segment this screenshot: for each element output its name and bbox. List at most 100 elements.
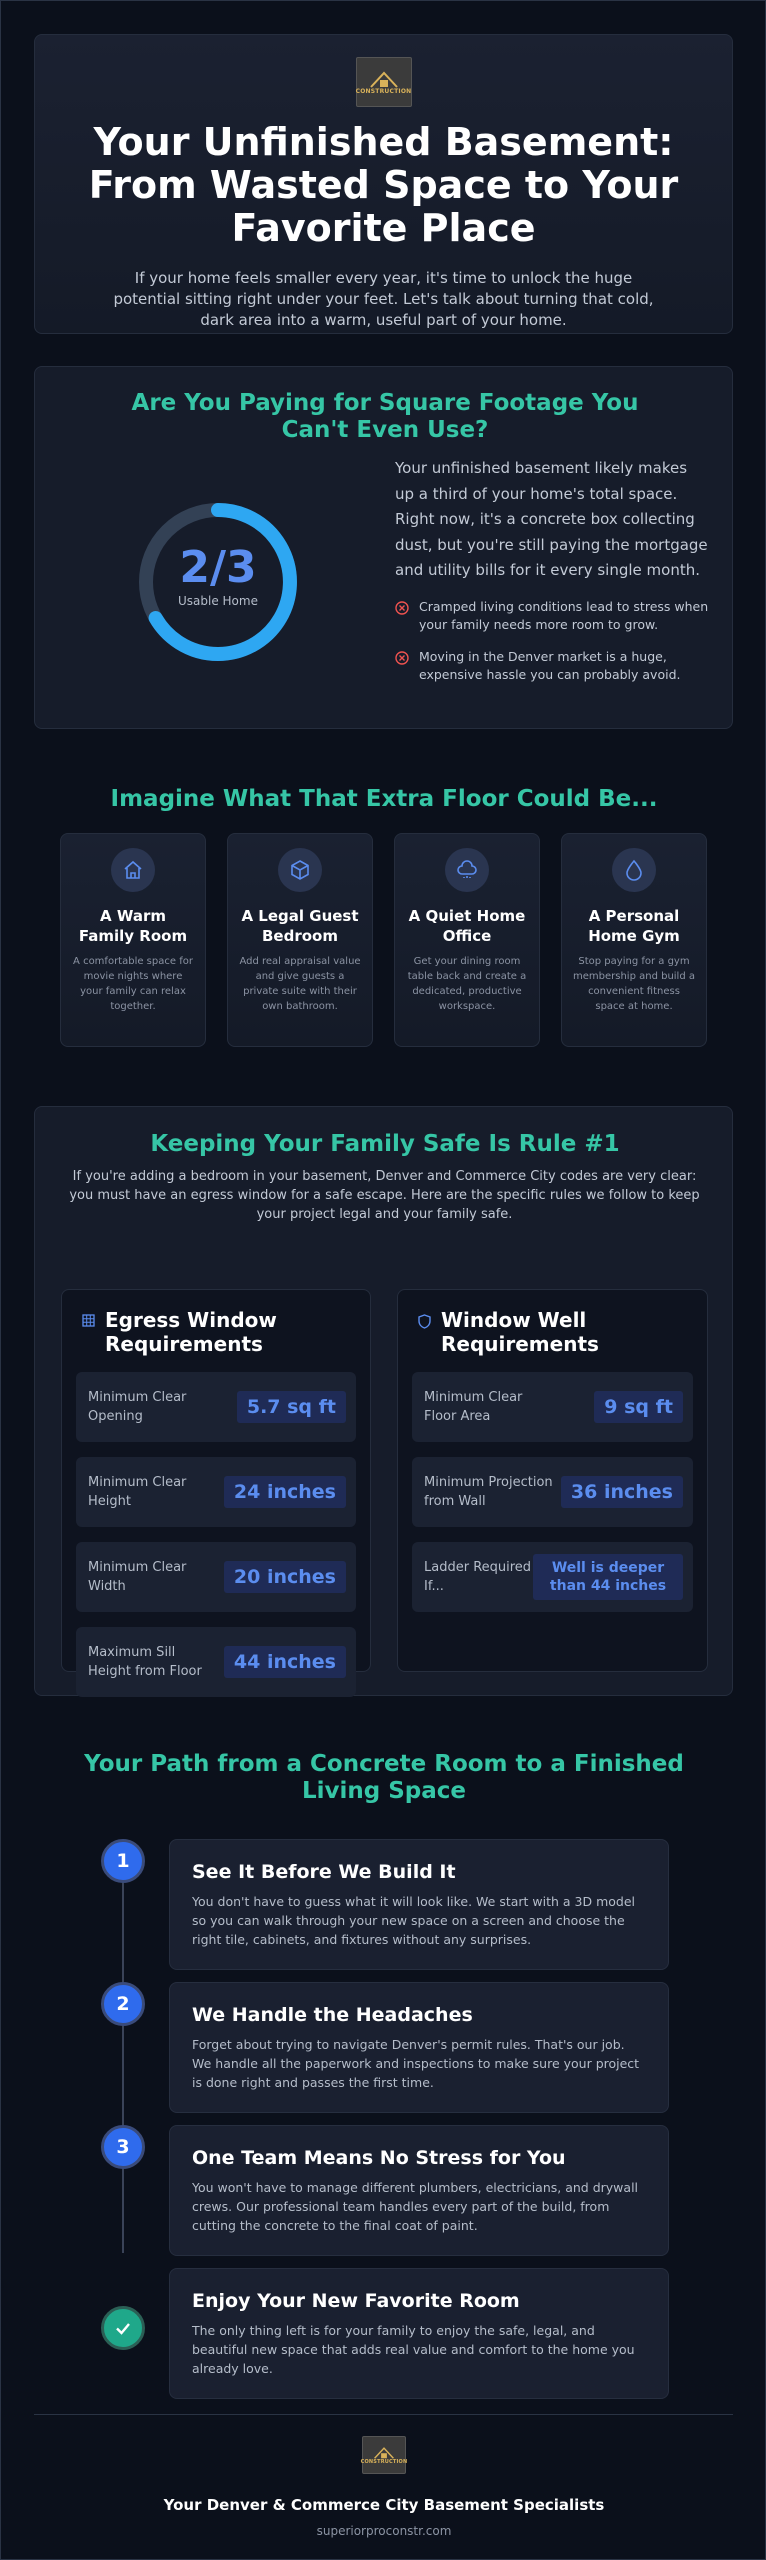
icon bbox=[626, 859, 642, 881]
idea-text: Get your dining room table back and crea… bbox=[407, 956, 527, 1012]
requirement-value: 44 inches bbox=[223, 1646, 346, 1678]
bullet: Moving in the Denver market is a huge, e… bbox=[395, 648, 710, 684]
bullet: Cramped living conditions lead to stress… bbox=[395, 598, 710, 634]
x-icon bbox=[395, 650, 409, 665]
step-title: See It Before We Build It bbox=[192, 1861, 456, 1883]
stat: 2/3 Usable Home bbox=[138, 542, 298, 608]
safety-card: Keeping Your Family Safe Is Rule #1 If y… bbox=[34, 1106, 733, 1697]
panels: Egress Window Requirements Minimum Clear … bbox=[61, 1289, 708, 1697]
safety-heading: Keeping Your Family Safe Is Rule #1 bbox=[150, 1131, 620, 1157]
footer-tagline: Your Denver & Commerce City Basement Spe… bbox=[163, 2496, 605, 2514]
idea-title: A Quiet Home Office bbox=[408, 907, 526, 945]
requirement-value: 9 sq ft bbox=[594, 1391, 683, 1423]
idea-title: A Legal Guest Bedroom bbox=[241, 907, 359, 945]
step-text: You won't have to manage different plumb… bbox=[192, 2180, 639, 2233]
step-wrap: One Team Means No Stress for You You won'… bbox=[1, 2125, 765, 2256]
panel-title-text: Egress Window Requirements bbox=[105, 1308, 277, 1356]
hero-subtitle: If your home feels smaller every year, i… bbox=[113, 269, 654, 329]
requirement-label: Minimum Projection from Wall bbox=[424, 1475, 553, 1509]
requirement-value: 20 inches bbox=[223, 1561, 346, 1593]
requirement-row: Minimum Clear Width 20 inches bbox=[76, 1542, 356, 1612]
step-text: Forget about trying to navigate Denver's… bbox=[192, 2037, 640, 2090]
stat-label: Usable Home bbox=[178, 594, 258, 608]
requirement-value: 5.7 sq ft bbox=[236, 1391, 346, 1423]
footer: CONSTRUCTION Your Denver & Commerce City… bbox=[1, 2436, 765, 2538]
requirement-label: Minimum Clear Opening bbox=[88, 1390, 187, 1424]
problem-text: Your unfinished basement likely makes up… bbox=[395, 456, 710, 684]
step-number: 3 bbox=[101, 2125, 145, 2169]
requirement-label: Minimum Clear Width bbox=[88, 1560, 187, 1594]
idea-card: A Personal Home Gym Stop paying for a gym… bbox=[561, 833, 707, 1047]
path-heading: Your Path from a Concrete Room to a Fini… bbox=[84, 1751, 684, 1804]
footer-url: superiorproconstr.com bbox=[316, 2524, 452, 2538]
step-card: One Team Means No Stress for You You won'… bbox=[169, 2125, 669, 2256]
requirement-row: Minimum Clear Floor Area 9 sq ft bbox=[412, 1372, 693, 1442]
requirement-row: Ladder Required If... Well is deeper than… bbox=[412, 1542, 693, 1612]
footer-logo-text: CONSTRUCTION bbox=[360, 2458, 408, 2465]
idea-card: A Legal Guest Bedroom Add real appraisal … bbox=[227, 833, 373, 1047]
safety-intro: If you're adding a bedroom in your basem… bbox=[69, 1169, 700, 1222]
step-number: 2 bbox=[101, 1982, 145, 2026]
idea-icon bbox=[612, 848, 656, 892]
donut bbox=[139, 503, 297, 661]
requirement-row: Minimum Projection from Wall 36 inches bbox=[412, 1457, 693, 1527]
footer-divider bbox=[34, 2414, 733, 2415]
problem-paragraph: Your unfinished basement likely makes up… bbox=[395, 459, 708, 579]
step-wrap: See It Before We Build It You don't have … bbox=[1, 1839, 765, 1970]
ideas: A Warm Family Room A comfortable space fo… bbox=[60, 833, 707, 1047]
step-number: 1 bbox=[101, 1839, 145, 1883]
bullets: Cramped living conditions lead to stress… bbox=[395, 598, 710, 684]
logo-icon bbox=[369, 71, 398, 88]
grid-icon bbox=[82, 1314, 95, 1327]
step-title: Enjoy Your New Favorite Room bbox=[192, 2290, 520, 2312]
ideas-heading: Imagine What That Extra Floor Could Be..… bbox=[110, 786, 658, 812]
idea-text: Stop paying for a gym membership and bui… bbox=[573, 956, 695, 1012]
step-card: See It Before We Build It You don't have … bbox=[169, 1839, 669, 1970]
idea-card: A Quiet Home Office Get your dining room … bbox=[394, 833, 540, 1047]
shield-icon bbox=[418, 1314, 431, 1329]
requirement-value: 36 inches bbox=[560, 1476, 683, 1508]
problem-card: Are You Paying for Square Footage You Ca… bbox=[34, 366, 733, 729]
hero-title: Your Unfinished Basement: From Wasted Sp… bbox=[88, 120, 679, 250]
timeline-line bbox=[122, 1863, 124, 2253]
idea-icon bbox=[278, 848, 322, 892]
panel: Window Well Requirements Minimum Clear Fl… bbox=[397, 1289, 708, 1672]
step-check bbox=[101, 2305, 145, 2350]
requirement-label: Maximum Sill Height from Floor bbox=[88, 1645, 202, 1679]
requirement-label: Minimum Clear Floor Area bbox=[424, 1390, 523, 1424]
problem-heading: Are You Paying for Square Footage You Ca… bbox=[131, 390, 639, 443]
requirement-label: Ladder Required If... bbox=[424, 1560, 532, 1594]
panel-title-text: Window Well Requirements bbox=[441, 1308, 599, 1356]
step-title: One Team Means No Stress for You bbox=[192, 2147, 566, 2169]
idea-text: Add real appraisal value and give guests… bbox=[239, 956, 361, 1012]
requirement-row: Minimum Clear Height 24 inches bbox=[76, 1457, 356, 1527]
panel-title: Egress Window Requirements bbox=[76, 1308, 356, 1356]
x-icon bbox=[395, 600, 409, 615]
step-wrap: Enjoy Your New Favorite Room The only thi… bbox=[1, 2268, 765, 2399]
requirement-row: Maximum Sill Height from Floor 44 inches bbox=[76, 1627, 356, 1697]
step-card: Enjoy Your New Favorite Room The only thi… bbox=[169, 2268, 669, 2399]
footer-logo-icon bbox=[374, 2446, 394, 2459]
idea-title: A Warm Family Room bbox=[78, 907, 188, 945]
donut-arc bbox=[148, 503, 297, 661]
logo: CONSTRUCTION bbox=[355, 57, 412, 107]
idea-text: A comfortable space for movie nights whe… bbox=[73, 956, 193, 1012]
panel-title: Window Well Requirements bbox=[412, 1308, 693, 1356]
bullet-text: Moving in the Denver market is a huge, e… bbox=[419, 648, 681, 682]
idea-title: A Personal Home Gym bbox=[588, 907, 680, 945]
check-icon bbox=[116, 2322, 130, 2335]
icon bbox=[457, 860, 477, 878]
icon bbox=[291, 860, 309, 880]
step-title: We Handle the Headaches bbox=[192, 2004, 473, 2026]
idea-icon bbox=[445, 848, 489, 892]
step-text: You don't have to guess what it will loo… bbox=[192, 1894, 636, 1947]
stat-value: 2/3 bbox=[179, 542, 257, 593]
requirement-row: Minimum Clear Opening 5.7 sq ft bbox=[76, 1372, 356, 1442]
logo-text: CONSTRUCTION bbox=[355, 87, 412, 95]
step-text: The only thing left is for your family t… bbox=[192, 2323, 635, 2376]
hero: CONSTRUCTION Your Unfinished Basement: F… bbox=[34, 34, 733, 334]
step-wrap: We Handle the Headaches Forget about tryi… bbox=[1, 1982, 765, 2113]
steps: See It Before We Build It You don't have … bbox=[1, 1839, 765, 2411]
bullet-text: Cramped living conditions lead to stress… bbox=[419, 598, 709, 632]
